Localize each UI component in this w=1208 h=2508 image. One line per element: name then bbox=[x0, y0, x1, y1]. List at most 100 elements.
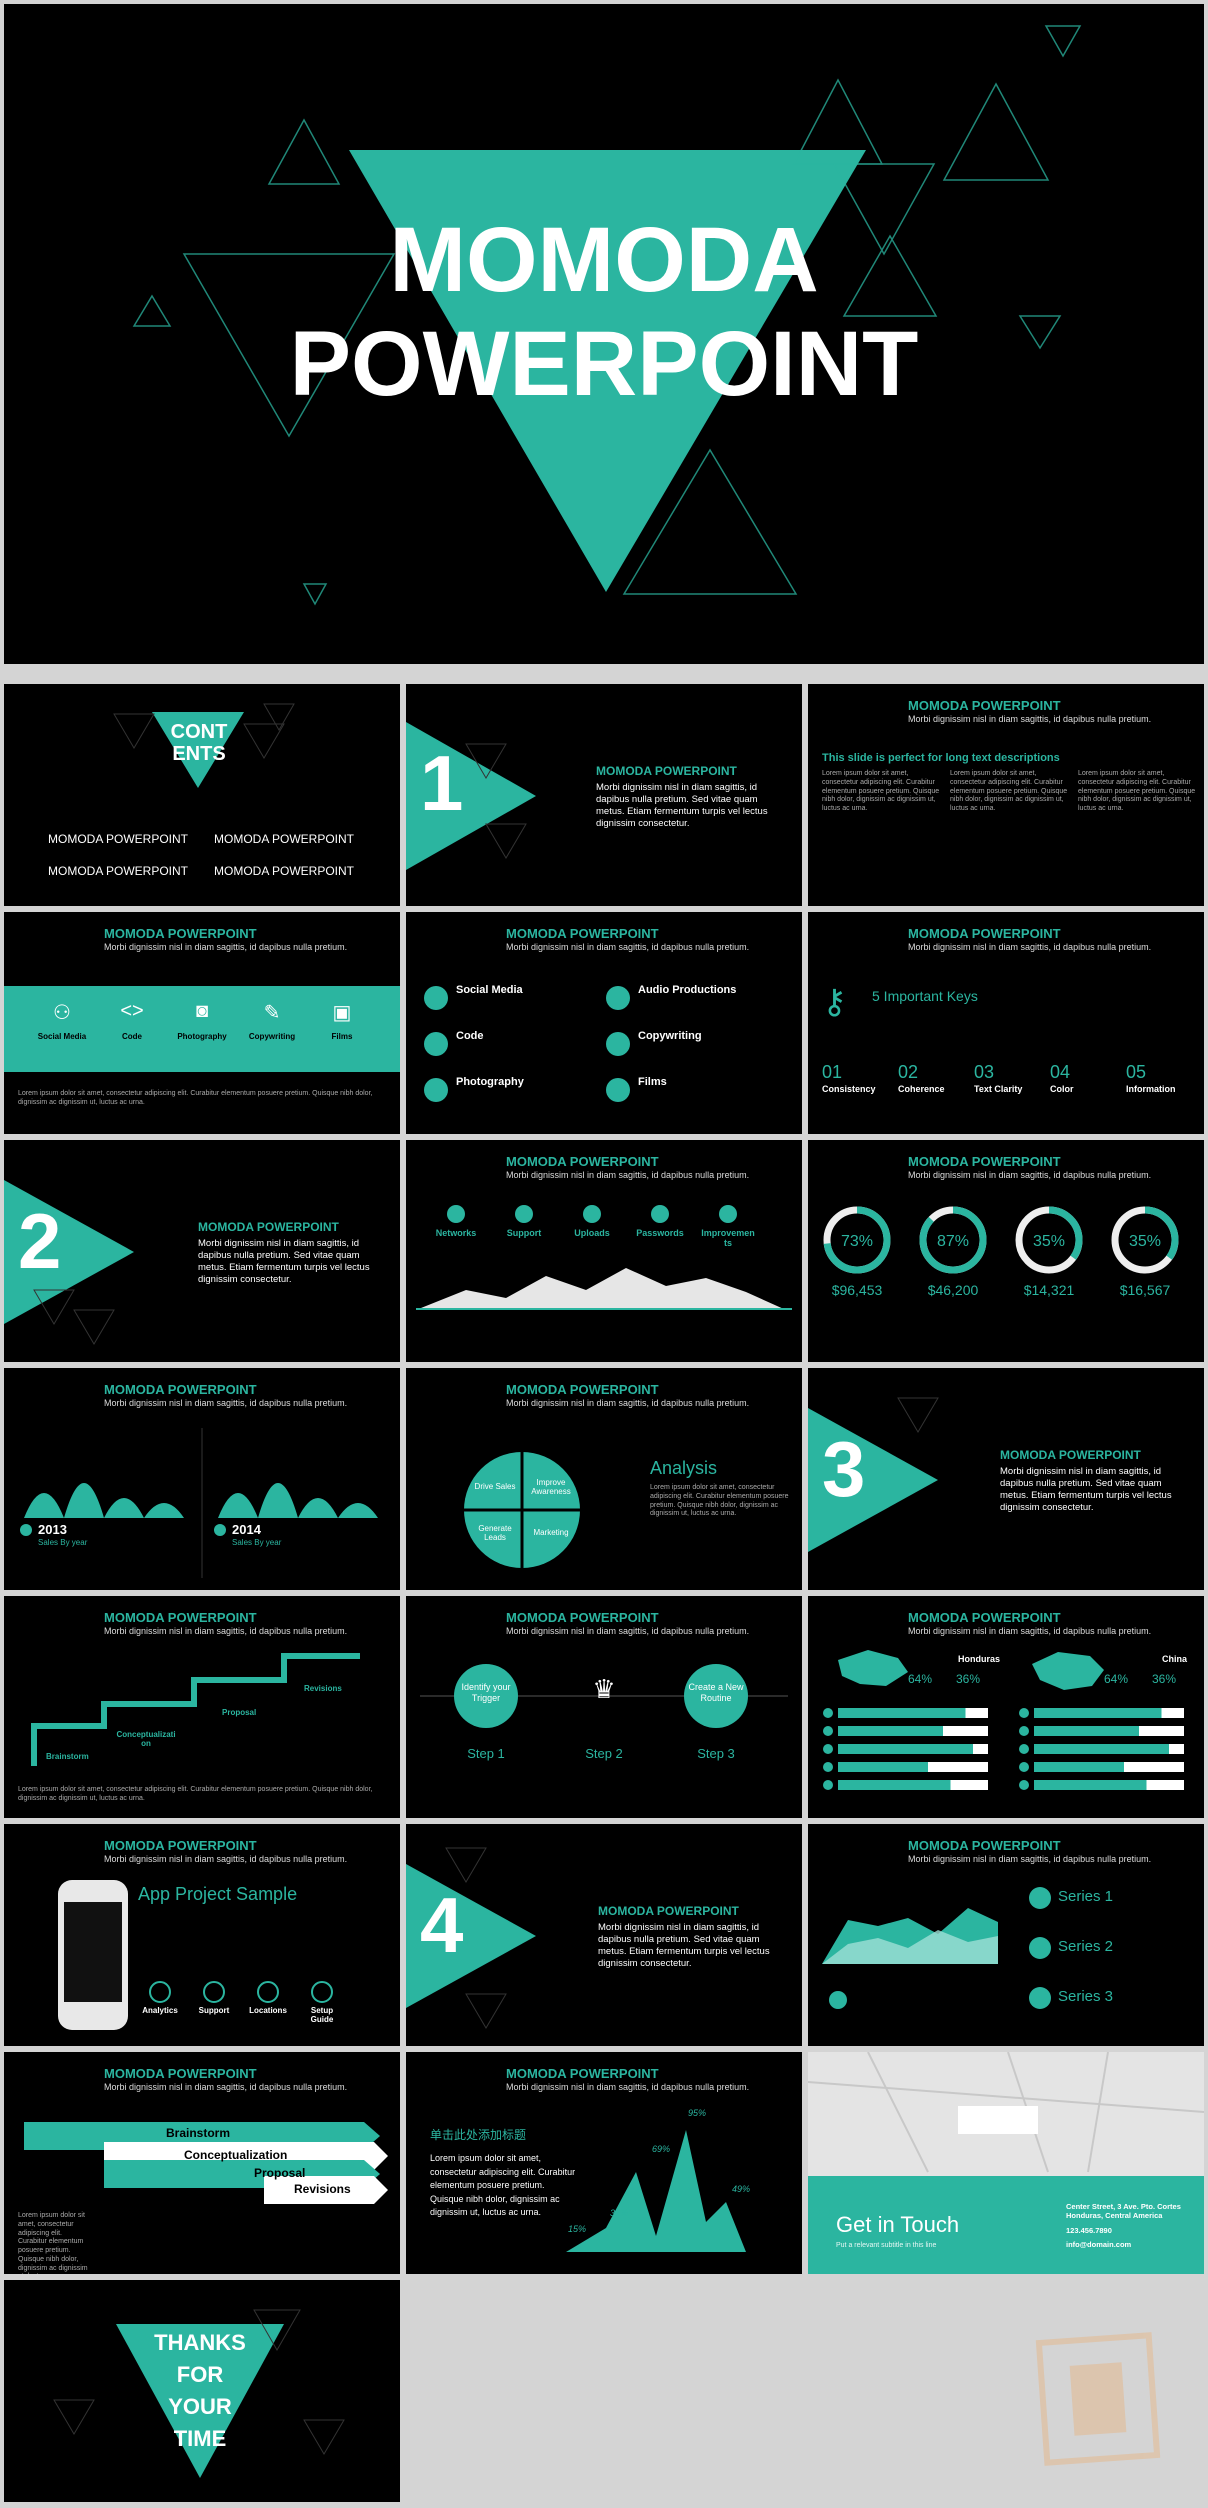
donut-money: $14,321 bbox=[1023, 1282, 1075, 1298]
slide-stairs[interactable]: MOMODA POWERPOINT Morbi dignissim nisl i… bbox=[4, 1596, 400, 1818]
section-triangle bbox=[406, 722, 536, 870]
steps-graphic bbox=[420, 1664, 788, 1728]
contact-email: info@domain.com bbox=[1066, 2240, 1132, 2249]
slide-section-2[interactable]: 2 MOMODA POWERPOINT Morbi dignissim nisl… bbox=[4, 1140, 400, 1362]
section-body: Morbi dignissim nisl in diam sagittis, i… bbox=[596, 782, 768, 829]
section-triangle bbox=[406, 1847, 536, 2029]
mountain-graphic bbox=[416, 1205, 792, 1310]
contact-sub: Put a relevant subtitle in this line bbox=[836, 2242, 937, 2249]
slide-title: MOMODA POWERPOINT bbox=[908, 926, 1061, 941]
slide-subtitle: Morbi dignissim nisl in diam sagittis, i… bbox=[908, 1854, 1152, 1864]
icon-band bbox=[4, 986, 400, 1072]
long-text-col: Lorem ipsum dolor sit amet, consectetur … bbox=[950, 770, 1068, 812]
slide-donuts[interactable]: MOMODA POWERPOINT Morbi dignissim nisl i… bbox=[808, 1140, 1204, 1362]
cover-slide[interactable]: MOMODA POWERPOINT bbox=[4, 4, 1204, 664]
stair-label: Brainstorm bbox=[46, 1752, 89, 1761]
slide-subtitle: Morbi dignissim nisl in diam sagittis, i… bbox=[506, 942, 750, 952]
service-label: Audio Productions bbox=[638, 984, 737, 996]
arrow-label: Brainstorm bbox=[166, 2126, 231, 2140]
series-label: Series 2 bbox=[1058, 1938, 1114, 1955]
long-text-heading: This slide is perfect for long text desc… bbox=[822, 752, 1060, 764]
contents-title-2: ENTS bbox=[172, 743, 226, 765]
key-icon: ⚷ bbox=[822, 983, 847, 1021]
slide-steps[interactable]: MOMODA POWERPOINT Morbi dignissim nisl i… bbox=[406, 1596, 802, 1818]
slide-keys[interactable]: MOMODA POWERPOINT Morbi dignissim nisl i… bbox=[808, 912, 1204, 1134]
social-media-icon: ⚇ bbox=[53, 1002, 71, 1024]
arrow-label: Revisions bbox=[294, 2182, 351, 2196]
series-label: Series 1 bbox=[1058, 1888, 1114, 1905]
bar-icon bbox=[1019, 1708, 1029, 1718]
key-number: 04 bbox=[1050, 1062, 1071, 1082]
stair-label: Revisions bbox=[304, 1684, 342, 1693]
stairs-body: Lorem ipsum dolor sit amet, consectetur … bbox=[18, 1786, 373, 1802]
slide-subtitle: Morbi dignissim nisl in diam sagittis, i… bbox=[104, 2082, 348, 2092]
slide-thanks[interactable]: THANKS FOR YOUR TIME bbox=[4, 2280, 400, 2502]
slide-years[interactable]: MOMODA POWERPOINT Morbi dignissim nisl i… bbox=[4, 1368, 400, 1590]
icon-label: Photography bbox=[177, 1032, 227, 1041]
service-icons bbox=[424, 986, 630, 1102]
bar-icon bbox=[1019, 1726, 1029, 1736]
slide-long-text[interactable]: MOMODA POWERPOINT Morbi dignissim nisl i… bbox=[808, 684, 1204, 906]
mountain-label: Support bbox=[506, 1228, 542, 1238]
donut-arc bbox=[919, 1206, 987, 1274]
slide-contact[interactable]: Get in Touch Put a relevant subtitle in … bbox=[808, 2052, 1204, 2274]
camera-icon: ◙ bbox=[195, 1000, 209, 1022]
bar-icon bbox=[823, 1744, 833, 1754]
app-item-label: Analytics bbox=[142, 2006, 178, 2015]
slide-analysis[interactable]: MOMODA POWERPOINT Morbi dignissim nisl i… bbox=[406, 1368, 802, 1590]
slide-services[interactable]: MOMODA POWERPOINT Morbi dignissim nisl i… bbox=[406, 912, 802, 1134]
mountain-label: Passwords bbox=[636, 1228, 684, 1238]
bar-icon bbox=[1019, 1744, 1029, 1754]
bar-fill bbox=[1034, 1708, 1162, 1718]
spike-chart bbox=[566, 2130, 746, 2252]
slide-arrows[interactable]: MOMODA POWERPOINT Morbi dignissim nisl i… bbox=[4, 2052, 400, 2274]
bar-fill bbox=[1034, 1780, 1147, 1790]
thanks-line: FOR bbox=[176, 2362, 224, 2387]
bar-icon bbox=[823, 1708, 833, 1718]
slide-spikes[interactable]: MOMODA POWERPOINT Morbi dignissim nisl i… bbox=[406, 2052, 802, 2274]
section-number: 2 bbox=[18, 1197, 62, 1285]
phone-image bbox=[58, 1880, 128, 2030]
donut-charts: 73% 87% 35% 35% bbox=[823, 1206, 1179, 1274]
spike-value: 69% bbox=[652, 2144, 671, 2154]
slide-title: MOMODA POWERPOINT bbox=[104, 1610, 257, 1625]
bar-icon bbox=[1019, 1762, 1029, 1772]
slide-section-1[interactable]: 1 MOMODA POWERPOINT Morbi dignissim nisl… bbox=[406, 684, 802, 906]
stair-steps bbox=[31, 1653, 360, 1766]
bar-icon bbox=[1019, 1780, 1029, 1790]
year-caption: Sales By year bbox=[232, 1538, 282, 1547]
trophy-icon: ♛ bbox=[592, 1674, 616, 1704]
slide-maps[interactable]: MOMODA POWERPOINT Morbi dignissim nisl i… bbox=[808, 1596, 1204, 1818]
pct-label: 36% bbox=[956, 1672, 981, 1686]
country-label: China bbox=[1162, 1654, 1188, 1664]
key-number: 05 bbox=[1126, 1062, 1147, 1082]
slide-section-4[interactable]: 4 MOMODA POWERPOINT Morbi dignissim nisl… bbox=[406, 1824, 802, 2046]
contact-phone: 123.456.7890 bbox=[1066, 2226, 1112, 2235]
long-text-col: Lorem ipsum dolor sit amet, consectetur … bbox=[1078, 770, 1196, 812]
arrows-body: Lorem ipsum dolor sit amet, consectetur … bbox=[18, 2212, 88, 2274]
key-number: 02 bbox=[898, 1062, 919, 1082]
donut-money: $16,567 bbox=[1119, 1282, 1171, 1298]
key-label: Color bbox=[1050, 1084, 1074, 1094]
slide-section-3[interactable]: 3 MOMODA POWERPOINT Morbi dignissim nisl… bbox=[808, 1368, 1204, 1590]
analysis-heading: Analysis bbox=[650, 1458, 718, 1478]
slide-subtitle: Morbi dignissim nisl in diam sagittis, i… bbox=[908, 942, 1152, 952]
slide-subtitle: Morbi dignissim nisl in diam sagittis, i… bbox=[104, 1854, 348, 1864]
bar-icon bbox=[823, 1762, 833, 1772]
series-label: Series 3 bbox=[1058, 1988, 1114, 2005]
step-label: Step 1 bbox=[467, 1746, 505, 1761]
section-title: MOMODA POWERPOINT bbox=[596, 764, 737, 778]
slide-mountains[interactable]: MOMODA POWERPOINT Morbi dignissim nisl i… bbox=[406, 1140, 802, 1362]
bar-fill bbox=[1034, 1744, 1169, 1754]
slide-subtitle: Morbi dignissim nisl in diam sagittis, i… bbox=[104, 1626, 348, 1636]
slide-series[interactable]: MOMODA POWERPOINT Morbi dignissim nisl i… bbox=[808, 1824, 1204, 2046]
slide-subtitle: Morbi dignissim nisl in diam sagittis, i… bbox=[104, 1398, 348, 1408]
slide-icon-band[interactable]: MOMODA POWERPOINT Morbi dignissim nisl i… bbox=[4, 912, 400, 1134]
mountain-label: Improvemen ts bbox=[701, 1228, 755, 1248]
pct-label: 36% bbox=[1152, 1672, 1177, 1686]
slide-app[interactable]: MOMODA POWERPOINT Morbi dignissim nisl i… bbox=[4, 1824, 400, 2046]
slide-contents[interactable]: CONT ENTS MOMODA POWERPOINT MOMODA POWER… bbox=[4, 684, 400, 906]
slide-title: MOMODA POWERPOINT bbox=[908, 1610, 1061, 1625]
arrow-label: Conceptualization bbox=[184, 2148, 288, 2162]
slide-title: MOMODA POWERPOINT bbox=[506, 2066, 659, 2081]
